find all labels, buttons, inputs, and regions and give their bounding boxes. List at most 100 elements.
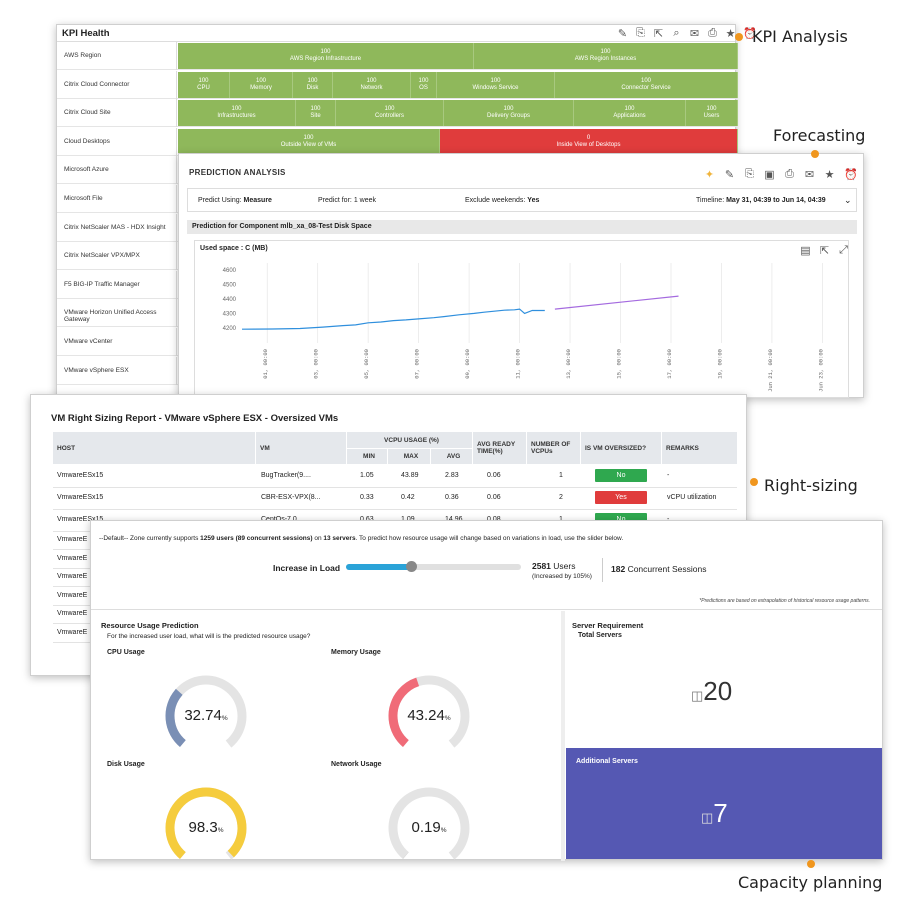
- copy-icon[interactable]: ⎘: [636, 27, 645, 39]
- document-icon[interactable]: ▤: [800, 245, 811, 257]
- kpi-row-name[interactable]: F5 BIG-IP Traffic Manager: [57, 270, 177, 299]
- gauge-value: 43.24%: [384, 707, 474, 724]
- kpi-cell-value: 100: [706, 106, 717, 113]
- x-tick-label: 17, 00:00: [666, 349, 673, 379]
- kpi-cell[interactable]: 100 OS: [411, 71, 437, 98]
- edit-icon[interactable]: ✎: [724, 169, 735, 181]
- footnote: *Predictions are based on extrapolation …: [699, 598, 870, 604]
- y-tick-label: 4400: [223, 297, 237, 303]
- kpi-row-name[interactable]: Microsoft File: [57, 185, 177, 213]
- gauge-number: 43.24: [407, 707, 445, 724]
- load-slider[interactable]: [346, 561, 521, 572]
- series-line-1: [241, 308, 545, 330]
- oversized-badge: Yes: [595, 491, 647, 504]
- star-icon[interactable]: ★: [725, 28, 736, 40]
- save-icon[interactable]: ▣: [764, 169, 775, 181]
- kpi-row-name[interactable]: Cloud Desktops: [57, 127, 177, 156]
- kpi-cell-label: Delivery Groups: [486, 113, 530, 120]
- kpi-cell[interactable]: 100 Applications: [574, 100, 686, 127]
- kpi-row-name[interactable]: Citrix NetScaler VPX/MPX: [57, 242, 177, 271]
- gauge-label: Network Usage: [331, 761, 382, 768]
- mail-icon[interactable]: ✉: [689, 28, 700, 40]
- x-tick-label: 05, 00:00: [363, 349, 370, 379]
- kpi-row-name[interactable]: Citrix Cloud Connector: [57, 70, 177, 99]
- expand-icon[interactable]: ⤢: [839, 244, 848, 256]
- kpi-cell[interactable]: 100 AWS Region Instances: [474, 43, 738, 69]
- chart-title: Used space : C (MB): [200, 245, 268, 252]
- kpi-cell-value: 100: [310, 106, 321, 113]
- header-max: MAX: [388, 449, 430, 464]
- gauge-unit: %: [221, 715, 228, 722]
- cell-min: 0.33: [360, 494, 374, 501]
- mail-icon[interactable]: ✉: [804, 169, 815, 181]
- kpi-cell[interactable]: 100 Memory: [230, 71, 293, 98]
- cell-avg: 0.36: [445, 494, 459, 501]
- kpi-cell[interactable]: 100 Site: [296, 100, 336, 127]
- cell-host: VmwareESx15: [57, 494, 104, 501]
- header-min: MIN: [347, 449, 387, 464]
- total-servers: ◫20: [691, 676, 733, 706]
- export-icon[interactable]: ⇱: [653, 28, 664, 40]
- header-vm: VM: [256, 432, 346, 464]
- kpi-cell[interactable]: 100 Network: [333, 71, 411, 98]
- x-tick-label: 11, 00:00: [515, 349, 522, 379]
- kpi-row-name[interactable]: VMware vSphere ESX: [57, 356, 177, 385]
- kpi-row-name[interactable]: Citrix NetScaler MAS - HDX Insight: [57, 213, 177, 242]
- kpi-cell-value: 100: [624, 106, 635, 113]
- kpi-cell[interactable]: 100 Infrastructures: [178, 100, 296, 127]
- kpi-row-name[interactable]: AWS Region: [57, 42, 177, 70]
- chevron-down-icon[interactable]: ⌄: [844, 195, 852, 205]
- timeline[interactable]: Timeline: May 31, 04:39 to Jun 14, 04:39: [696, 197, 826, 204]
- copy-icon[interactable]: ⎘: [745, 168, 754, 180]
- table-row[interactable]: VmwareESx15 CBR-ESX-VPX(8... 0.33 0.42 0.36 0…: [53, 487, 737, 510]
- gauge-fill: [165, 675, 247, 757]
- print-icon[interactable]: ⎙: [708, 27, 717, 39]
- gauge-unit: %: [440, 827, 447, 834]
- kpi-cell[interactable]: 100 Delivery Groups: [444, 100, 574, 127]
- zoom-icon[interactable]: ⌕: [673, 27, 680, 39]
- kpi-cell-label: Memory: [250, 84, 272, 91]
- kpi-row: Citrix Cloud Site 100 Infrastructures 100 Si…: [57, 99, 738, 128]
- cell-host: VmwareE: [57, 628, 88, 636]
- alarm-icon[interactable]: ⏰: [844, 169, 858, 181]
- kpi-cell-value: 100: [307, 77, 318, 84]
- kpi-row-name[interactable]: Citrix Cloud Site: [57, 99, 177, 128]
- sparkle-icon[interactable]: ✦: [704, 169, 715, 181]
- gauge-value: 0.19%: [384, 819, 474, 836]
- kpi-cell[interactable]: 0 Inside View of Desktops: [440, 128, 738, 155]
- predict-for[interactable]: Predict for: 1 week: [318, 197, 376, 204]
- predict-using[interactable]: Predict Using: Measure: [198, 197, 272, 204]
- x-tick-label: Jun 23, 00:00: [817, 349, 824, 392]
- cell-ready: 0.08: [487, 516, 501, 523]
- gauge-ring: [388, 675, 470, 757]
- kpi-cell[interactable]: 100 CPU: [178, 71, 230, 98]
- kpi-cell-label: AWS Region Instances: [574, 56, 637, 62]
- slider-handle[interactable]: [405, 561, 417, 572]
- prediction-toolbar: ✦ ✎ ⎘ ▣ ⎙ ✉ ★ ⏰: [704, 168, 858, 181]
- alarm-icon[interactable]: ⏰: [743, 28, 757, 40]
- kpi-cell[interactable]: 100 Connector Service: [555, 71, 738, 98]
- kpi-row-name[interactable]: VMware Horizon Unified Access Gateway: [57, 299, 177, 328]
- cell-host: VmwareE: [57, 536, 88, 543]
- kpi-cell[interactable]: 100 Windows Service: [437, 71, 555, 98]
- edit-icon[interactable]: ✎: [617, 28, 628, 40]
- kpi-cell[interactable]: 100 Disk: [293, 71, 333, 98]
- star-icon[interactable]: ★: [824, 169, 835, 181]
- cell-host: VmwareE: [57, 554, 88, 562]
- kpi-cell-value: 100: [198, 77, 209, 84]
- kpi-row-name[interactable]: Microsoft Azure: [57, 156, 177, 185]
- table-row[interactable]: VmwareESx15 BugTracker(9.... 1.05 43.89 2.83…: [53, 465, 737, 488]
- print-icon[interactable]: ⎙: [785, 168, 794, 180]
- exclude-weekends[interactable]: Exclude weekends: Yes: [465, 197, 540, 204]
- kpi-row-name[interactable]: VMware vCenter: [57, 328, 177, 356]
- kpi-cell[interactable]: 100 AWS Region Infrastructure: [178, 43, 474, 69]
- prediction-chart: Used space : C (MB) ▤ ⇱ ⤢ 4600 4500 4400 43…: [194, 240, 849, 398]
- gauge-value: 98.3%: [161, 819, 251, 836]
- x-tick-label: Jun 21, 00:00: [767, 349, 774, 392]
- kpi-cell[interactable]: 100 Outside View of VMs: [178, 128, 440, 155]
- kpi-cell[interactable]: 100 Users: [686, 100, 738, 127]
- x-tick-label: 09, 00:00: [464, 349, 471, 379]
- export-icon[interactable]: ⇱: [819, 245, 830, 257]
- kpi-cell-value: 100: [503, 106, 514, 113]
- kpi-cell[interactable]: 100 Controllers: [336, 100, 444, 127]
